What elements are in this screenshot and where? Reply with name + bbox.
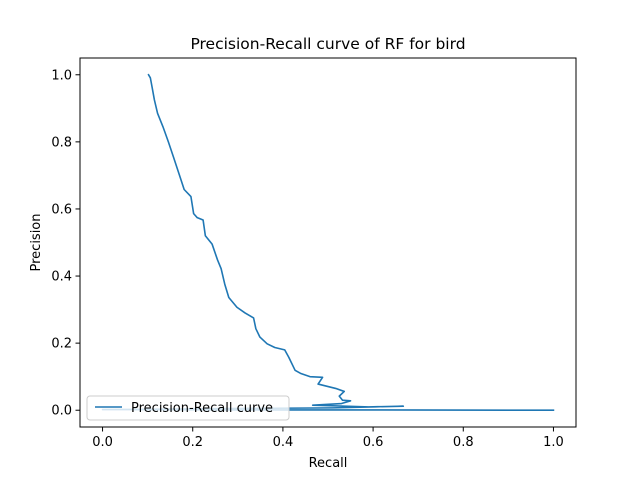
axis-ticks: 0.0 0.2 0.4 0.6 0.8 1.0 0.0 0.2 0.4 0.6 0.8 1.0 [51, 68, 563, 450]
y-axis-title: Precision [29, 213, 44, 271]
y-tick-label: 0.0 [51, 404, 72, 419]
legend-box [86, 395, 290, 421]
chart-title: Precision-Recall curve of RF for bird [190, 35, 465, 53]
x-tick-label: 0.4 [273, 435, 294, 450]
plot-frame [79, 57, 577, 428]
y-tick-label: 1.0 [51, 68, 72, 83]
x-axis-title: Recall [309, 456, 348, 471]
x-tick-label: 0.2 [182, 435, 203, 450]
series-line-precision-recall [101, 73, 555, 412]
y-tick-label: 0.6 [51, 202, 72, 217]
x-tick-label: 0.8 [453, 435, 474, 450]
legend-label: Precision-Recall curve [131, 401, 273, 416]
x-tick-label: 0.6 [363, 435, 384, 450]
legend: Precision-Recall curve [86, 395, 290, 421]
y-tick-label: 0.4 [51, 270, 72, 285]
y-tick-label: 0.2 [51, 337, 72, 352]
y-tick-label: 0.8 [51, 135, 72, 150]
x-tick-label: 1.0 [543, 435, 564, 450]
x-tick-label: 0.0 [92, 435, 113, 450]
